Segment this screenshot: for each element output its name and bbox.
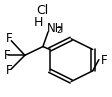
Text: F: F [6, 32, 13, 45]
Text: Cl: Cl [36, 4, 48, 17]
Text: H: H [34, 16, 43, 29]
Text: F: F [100, 54, 107, 67]
Text: F: F [6, 64, 13, 77]
Text: 2: 2 [56, 26, 61, 35]
Text: F: F [3, 49, 10, 62]
Text: NH: NH [46, 22, 64, 35]
